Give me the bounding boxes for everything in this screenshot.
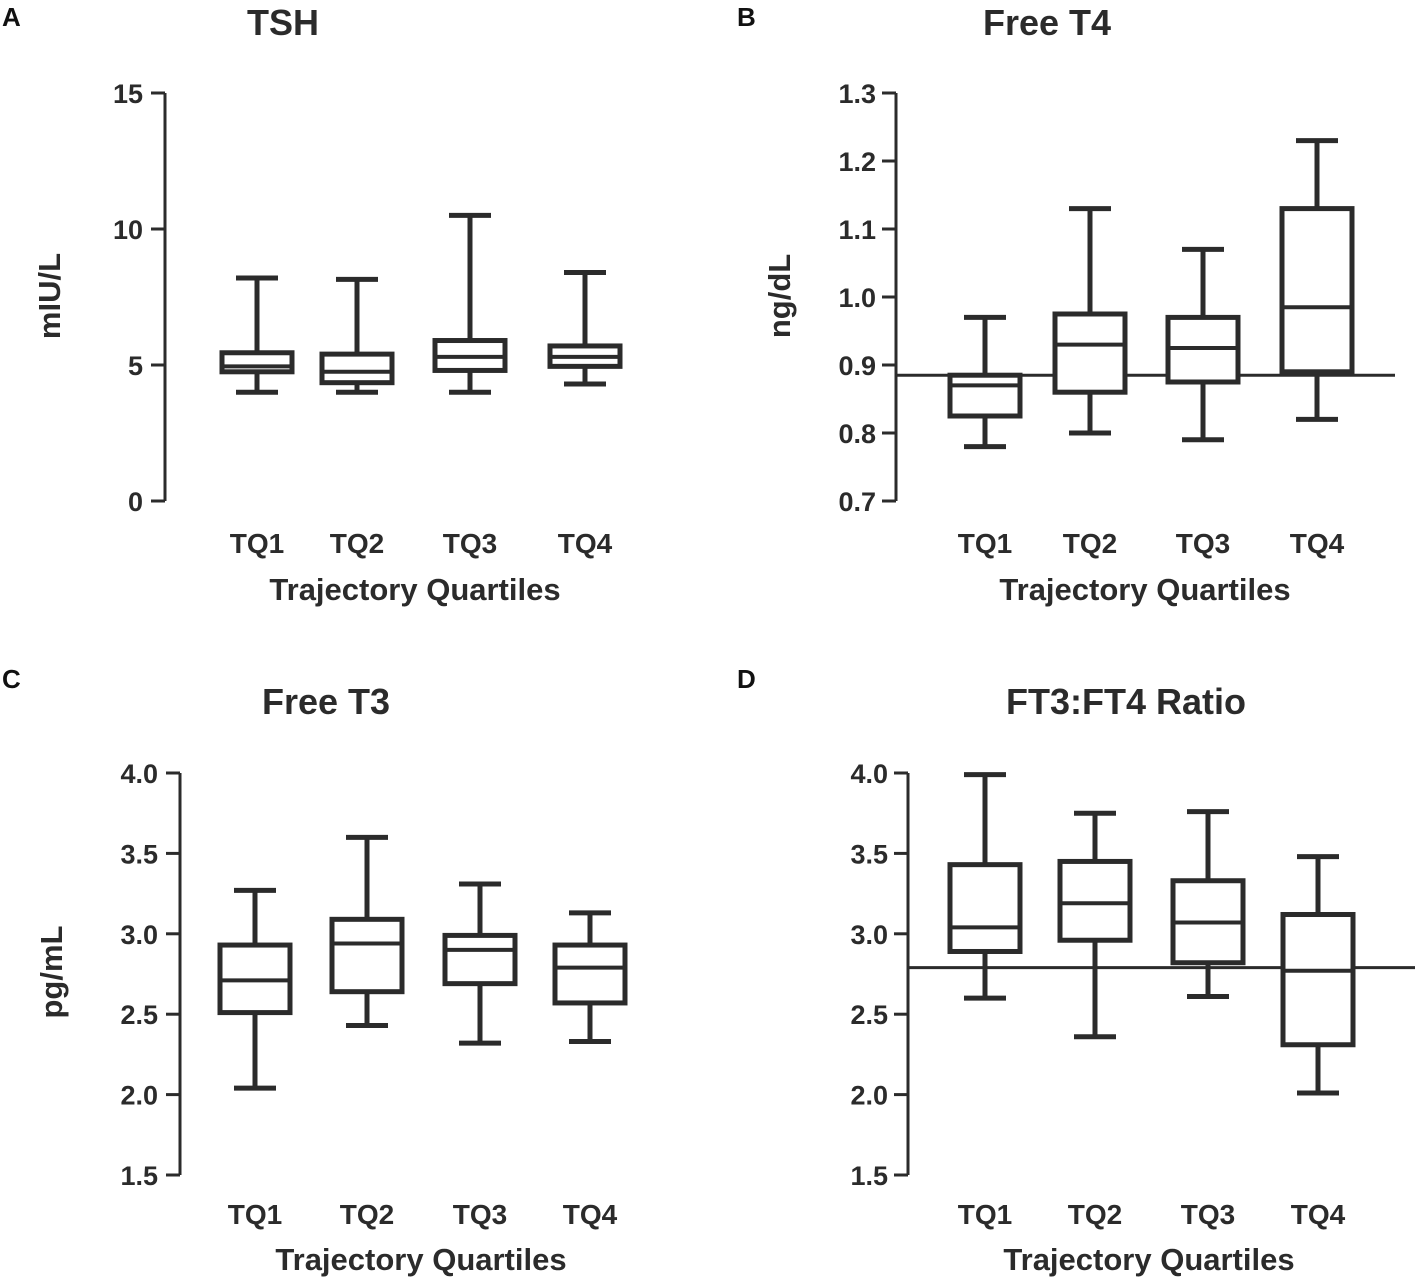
x-category-label: TQ3	[443, 528, 497, 559]
x-category-label: TQ2	[1068, 1199, 1122, 1230]
chart-title-d: FT3:FT4 Ratio	[1006, 681, 1246, 722]
plot-area-b: 0.7 0.8 0.9 1.0 1.1 1.2 1.3 TQ1 TQ2 TQ3 TQ4	[838, 79, 1395, 559]
y-tick-label: 4.0	[850, 759, 888, 789]
y-tick-label: 3.0	[850, 920, 888, 950]
box-tq3	[1165, 246, 1241, 443]
y-tick-label: 1.3	[838, 79, 876, 109]
panel-label-d: D	[737, 664, 756, 694]
x-category-label: TQ4	[1291, 1199, 1346, 1230]
x-category-label: TQ4	[1290, 528, 1345, 559]
y-tick-label: 5	[128, 351, 143, 381]
x-category-label: TQ3	[453, 1199, 507, 1230]
box-tq3	[442, 881, 518, 1046]
y-tick-label: 2.0	[120, 1081, 158, 1111]
panel-d: D FT3:FT4 Ratio Trajectory Quartiles 1.5…	[737, 664, 1415, 1277]
y-tick-label: 1.5	[850, 1161, 888, 1191]
iqr-box	[947, 372, 1023, 419]
iqr-box	[947, 862, 1023, 954]
plot-area-d: 1.5 2.0 2.5 3.0 3.5 4.0 TQ1 TQ2 TQ3 TQ4	[850, 759, 1415, 1230]
y-tick-label: 3.0	[120, 920, 158, 950]
iqr-box	[1057, 858, 1133, 943]
x-category-label: TQ1	[228, 1199, 282, 1230]
y-tick-label: 0.8	[838, 419, 876, 449]
panel-b: B Free T4 ng/dL Trajectory Quartiles 0.7…	[737, 2, 1395, 607]
iqr-box	[552, 942, 628, 1006]
x-axis-title-c: Trajectory Quartiles	[275, 1242, 566, 1277]
iqr-box	[1279, 206, 1355, 375]
iqr-box	[1280, 912, 1356, 1048]
y-tick-label: 15	[113, 79, 143, 109]
y-tick-label: 2.5	[120, 1000, 158, 1030]
chart-title-a: TSH	[247, 2, 319, 43]
y-axis-title-a: mIU/L	[32, 253, 67, 339]
x-axis-title-d: Trajectory Quartiles	[1003, 1242, 1294, 1277]
x-category-label: TQ3	[1181, 1199, 1235, 1230]
plot-area-a: 0 5 10 15 TQ1 TQ2 TQ3 TQ4	[113, 79, 623, 559]
panel-label-b: B	[737, 2, 756, 32]
x-category-label: TQ2	[340, 1199, 394, 1230]
x-category-label: TQ1	[230, 528, 284, 559]
y-axis-title-c: pg/mL	[34, 926, 69, 1019]
iqr-box	[1052, 311, 1128, 395]
box-tq2	[1052, 206, 1128, 436]
y-tick-label: 1.2	[838, 147, 876, 177]
y-tick-label: 1.5	[120, 1161, 158, 1191]
box-tq1	[947, 314, 1023, 450]
box-tq1	[219, 275, 295, 395]
chart-title-c: Free T3	[262, 681, 390, 722]
box-tq2	[1057, 810, 1133, 1040]
panel-a: A TSH mIU/L Trajectory Quartiles 0 5 10 15 T…	[2, 2, 623, 607]
x-axis-title-b: Trajectory Quartiles	[999, 572, 1290, 607]
y-tick-label: 1.0	[838, 283, 876, 313]
box-tq1	[217, 887, 293, 1091]
plot-area-c: 1.5 2.0 2.5 3.0 3.5 4.0 TQ1 TQ2 TQ3 TQ4	[120, 759, 628, 1230]
y-tick-label: 3.5	[120, 839, 158, 869]
box-tq1	[947, 772, 1023, 1001]
panel-label-c: C	[2, 664, 21, 694]
y-tick-label: 0	[128, 487, 143, 517]
x-category-label: TQ3	[1176, 528, 1230, 559]
box-tq2	[319, 276, 395, 395]
x-category-label: TQ2	[1063, 528, 1117, 559]
y-tick-label: 4.0	[120, 759, 158, 789]
y-tick-label: 3.5	[850, 839, 888, 869]
panel-label-a: A	[2, 2, 21, 32]
box-tq2	[329, 834, 405, 1028]
y-tick-label: 0.7	[838, 487, 876, 517]
box-tq3	[1170, 809, 1246, 1000]
y-tick-label: 2.5	[850, 1000, 888, 1030]
iqr-box	[219, 350, 295, 375]
box-tq4	[1280, 854, 1356, 1096]
y-tick-label: 10	[113, 215, 143, 245]
box-tq4	[552, 910, 628, 1045]
x-category-label: TQ1	[958, 1199, 1012, 1230]
box-tq3	[432, 212, 508, 395]
x-category-label: TQ2	[330, 528, 384, 559]
x-category-label: TQ4	[563, 1199, 618, 1230]
box-tq4	[1279, 138, 1355, 422]
y-axis-title-b: ng/dL	[762, 254, 797, 338]
y-tick-label: 0.9	[838, 351, 876, 381]
x-category-label: TQ4	[558, 528, 613, 559]
iqr-box	[329, 916, 405, 995]
iqr-box	[442, 932, 518, 987]
x-category-label: TQ1	[958, 528, 1012, 559]
iqr-box	[319, 351, 395, 386]
chart-title-b: Free T4	[983, 2, 1111, 43]
y-tick-label: 2.0	[850, 1081, 888, 1111]
x-axis-title-a: Trajectory Quartiles	[269, 572, 560, 607]
panel-c: C Free T3 pg/mL Trajectory Quartiles 1.5…	[2, 664, 628, 1277]
y-tick-label: 1.1	[838, 215, 876, 245]
box-tq4	[547, 270, 623, 387]
